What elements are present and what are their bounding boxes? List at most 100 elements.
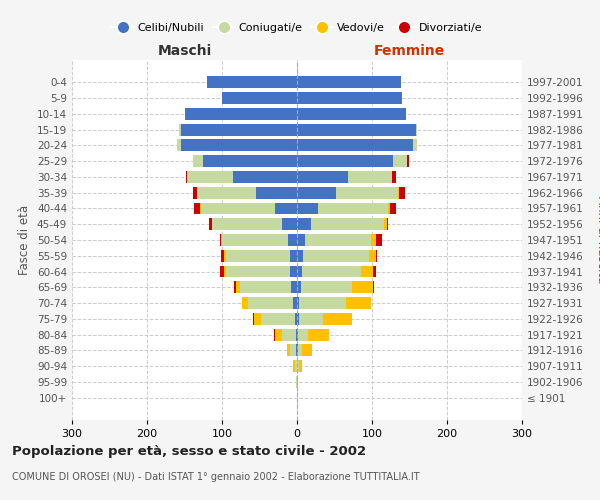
Bar [297,140,413,151]
Bar [323,313,352,325]
Bar [254,313,261,325]
Bar [221,234,222,246]
Y-axis label: Anni di nascita: Anni di nascita [595,196,600,284]
Bar [187,171,233,183]
Bar [248,297,293,309]
Bar [302,266,361,278]
Bar [234,282,236,293]
Bar [242,297,248,309]
Bar [220,266,223,278]
Bar [194,202,200,214]
Bar [203,155,297,167]
Bar [207,76,297,88]
Bar [222,234,288,246]
Bar [297,202,318,214]
Bar [261,313,295,325]
Bar [236,282,240,293]
Bar [197,187,256,198]
Bar [297,92,402,104]
Bar [297,297,299,309]
Bar [373,266,376,278]
Bar [392,171,396,183]
Text: Femmine: Femmine [374,44,445,58]
Bar [297,124,415,136]
Bar [297,108,406,120]
Bar [241,297,242,309]
Bar [209,218,212,230]
Legend: Celibi/Nubili, Coniugati/e, Vedovi/e, Divorziati/e: Celibi/Nubili, Coniugati/e, Vedovi/e, Di… [107,19,487,38]
Bar [233,171,297,183]
Bar [297,171,348,183]
Bar [376,234,382,246]
Bar [193,187,197,198]
Bar [297,328,298,340]
Bar [295,360,297,372]
Bar [287,344,290,356]
Bar [387,218,388,230]
Bar [282,218,297,230]
Bar [297,313,299,325]
Text: Maschi: Maschi [157,44,212,58]
Bar [318,202,388,214]
Bar [193,155,203,167]
Bar [296,328,297,340]
Bar [179,124,181,136]
Bar [293,360,295,372]
Bar [290,344,296,356]
Bar [222,92,297,104]
Bar [288,234,297,246]
Bar [297,187,336,198]
Bar [186,171,187,183]
Bar [390,202,396,214]
Bar [295,313,297,325]
Bar [398,187,399,198]
Bar [297,376,298,388]
Bar [297,266,302,278]
Bar [415,124,417,136]
Bar [376,250,377,262]
Bar [223,266,226,278]
Bar [224,250,226,262]
Y-axis label: Fasce di età: Fasce di età [19,205,31,275]
Bar [399,187,405,198]
Bar [293,297,297,309]
Bar [181,140,297,151]
Bar [221,250,224,262]
Bar [298,328,308,340]
Bar [290,266,297,278]
Bar [200,202,201,214]
Bar [274,328,275,340]
Bar [177,140,181,151]
Bar [302,344,312,356]
Bar [290,250,297,262]
Bar [220,234,221,246]
Bar [303,250,369,262]
Bar [297,218,311,230]
Bar [369,250,376,262]
Bar [297,234,305,246]
Text: COMUNE DI OROSEI (NU) - Dati ISTAT 1° gennaio 2002 - Elaborazione TUTTITALIA.IT: COMUNE DI OROSEI (NU) - Dati ISTAT 1° ge… [12,472,419,482]
Bar [212,218,282,230]
Bar [346,297,371,309]
Bar [384,218,387,230]
Bar [305,234,371,246]
Bar [298,344,302,356]
Bar [282,328,296,340]
Bar [388,202,390,214]
Bar [299,297,346,309]
Bar [181,124,297,136]
Bar [299,313,323,325]
Bar [256,187,297,198]
Bar [275,202,297,214]
Bar [336,187,398,198]
Bar [201,202,275,214]
Bar [297,76,401,88]
Bar [226,250,290,262]
Bar [371,234,376,246]
Bar [296,376,297,388]
Bar [407,155,409,167]
Bar [291,282,297,293]
Text: Popolazione per età, sesso e stato civile - 2002: Popolazione per età, sesso e stato civil… [12,445,366,458]
Bar [297,282,301,293]
Bar [299,360,302,372]
